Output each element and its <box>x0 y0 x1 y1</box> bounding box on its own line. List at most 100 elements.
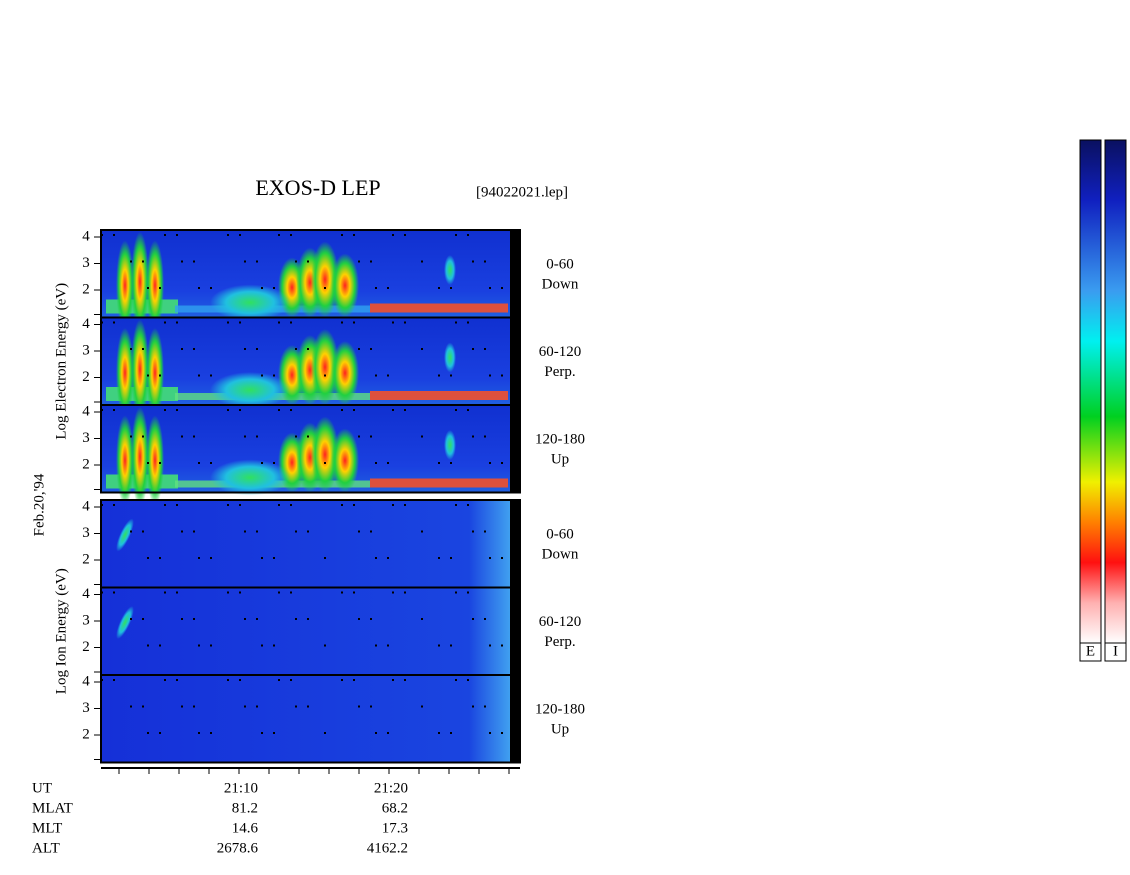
noise <box>239 679 241 681</box>
footer-value: 68.2 <box>382 800 408 816</box>
blob <box>210 459 290 496</box>
noise <box>261 644 263 647</box>
noise <box>324 374 326 377</box>
noise <box>273 462 275 464</box>
noise <box>244 618 246 620</box>
noise <box>324 287 326 289</box>
noise <box>142 618 144 620</box>
noise <box>290 234 292 236</box>
frame <box>100 499 521 764</box>
noise <box>164 409 166 411</box>
noise <box>484 435 486 438</box>
noise <box>467 321 469 324</box>
noise <box>307 618 309 620</box>
band <box>370 303 508 313</box>
noise <box>455 591 457 594</box>
noise <box>176 234 178 236</box>
noise <box>467 409 469 411</box>
noise <box>159 557 161 559</box>
angle-label: 0-60 <box>546 526 574 542</box>
noise <box>273 374 275 377</box>
noise <box>341 234 343 236</box>
noise <box>193 348 195 350</box>
noise <box>455 504 457 506</box>
y-tick-label: 2 <box>82 281 90 297</box>
blob <box>131 406 149 507</box>
noise <box>227 234 229 236</box>
y-tick-label: 3 <box>82 525 90 541</box>
noise <box>375 557 377 559</box>
blob <box>444 430 456 460</box>
y-tick-label: 4 <box>82 228 90 244</box>
direction-label: Up <box>551 451 569 467</box>
noise <box>159 644 161 647</box>
noise <box>290 591 292 594</box>
noise <box>392 321 394 324</box>
noise <box>227 409 229 411</box>
y-tick-label: 3 <box>82 700 90 716</box>
noise <box>450 462 452 464</box>
noise <box>484 530 486 533</box>
noise <box>198 287 200 289</box>
noise <box>484 348 486 350</box>
noise <box>244 260 246 263</box>
y-tick-label: 4 <box>82 403 90 419</box>
noise <box>358 435 360 438</box>
noise <box>181 260 183 263</box>
noise <box>273 644 275 647</box>
noise <box>324 462 326 464</box>
y-axis-label: Log Electron Energy (eV) <box>53 283 69 440</box>
noise <box>290 409 292 411</box>
blob <box>146 415 164 506</box>
noise <box>324 557 326 559</box>
footer-value: 17.3 <box>382 820 408 836</box>
noise <box>472 260 474 263</box>
noise <box>193 618 195 620</box>
noise <box>164 234 166 236</box>
noise <box>387 287 389 289</box>
noise <box>404 679 406 681</box>
blob <box>444 255 456 285</box>
blob <box>311 329 339 405</box>
noise <box>387 374 389 377</box>
noise <box>501 732 503 734</box>
noise <box>164 321 166 324</box>
panel-group: Log Ion Energy (eV) 4 3 2 0-60 Down 4 3 2 60-120 P… <box>53 498 585 764</box>
noise <box>113 591 115 594</box>
noise <box>392 504 394 506</box>
noise <box>472 530 474 533</box>
noise <box>210 732 212 734</box>
noise <box>130 705 132 708</box>
noise <box>484 260 486 263</box>
noise <box>421 435 423 438</box>
blob <box>210 284 290 321</box>
noise <box>130 435 132 438</box>
noise <box>450 374 452 377</box>
angle-label: 120-180 <box>535 701 585 717</box>
y-tick-label: 3 <box>82 255 90 271</box>
noise <box>142 705 144 708</box>
noise <box>295 348 297 350</box>
side-strip <box>510 230 520 493</box>
noise <box>341 591 343 594</box>
noise <box>450 732 452 734</box>
noise <box>164 679 166 681</box>
noise <box>290 679 292 681</box>
noise <box>256 530 258 533</box>
noise <box>358 705 360 708</box>
date: Feb.20,'94 <box>31 473 47 536</box>
panel-group: Log Electron Energy (eV) 4 3 2 0-60 Down 4 3 2 60… <box>53 228 585 507</box>
noise <box>176 409 178 411</box>
noise <box>404 409 406 411</box>
angle-label: 0-60 <box>546 256 574 272</box>
direction-label: Perp. <box>544 364 575 380</box>
footer-value: 21:10 <box>224 780 258 796</box>
noise <box>181 435 183 438</box>
colorbar <box>1079 139 1102 644</box>
noise <box>261 287 263 289</box>
noise <box>455 234 457 236</box>
plots: Log Electron Energy (eV) 4 3 2 0-60 Down 4 3 2 60… <box>53 228 585 774</box>
y-axis-label: Log Ion Energy (eV) <box>53 568 69 694</box>
noise <box>210 462 212 464</box>
noise <box>113 679 115 681</box>
